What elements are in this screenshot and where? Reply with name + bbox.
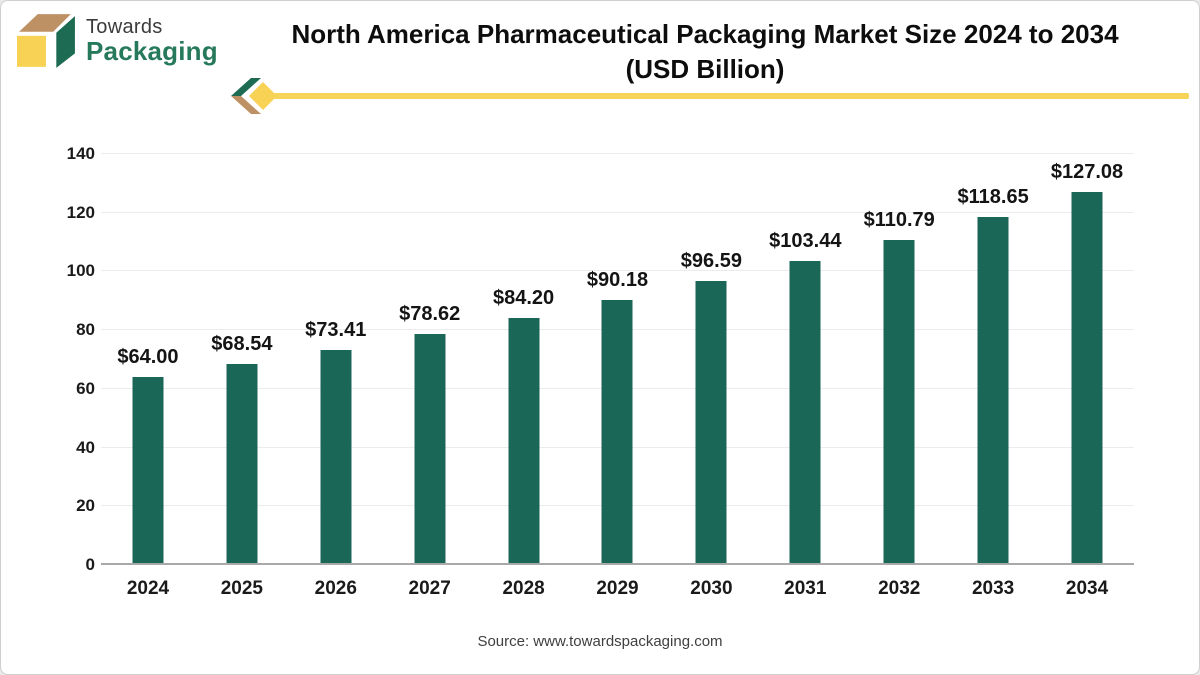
x-axis-label-2030: 2030 xyxy=(690,578,733,599)
y-axis-tick-80: 80 xyxy=(76,320,95,340)
bar-slot-2027: $78.62 xyxy=(383,154,477,565)
gridline-140 xyxy=(101,153,1134,154)
bar-2025 xyxy=(226,363,258,565)
bar-2026 xyxy=(320,349,352,565)
y-axis-tick-120: 120 xyxy=(66,202,95,222)
logo-wordmark: Towards Packaging xyxy=(86,15,218,66)
y-axis-tick-40: 40 xyxy=(76,437,95,457)
bar-chart-plot-area: $64.00 $68.54 $73.41 $78.62 $84.20 $90.18 $96.… xyxy=(101,153,1134,565)
bar-slot-2031: $103.44 xyxy=(758,154,852,565)
logo-text-packaging: Packaging xyxy=(86,35,218,66)
bar-2031 xyxy=(789,261,821,565)
bar-value-label-2030: $96.59 xyxy=(680,250,742,273)
bar-slot-2026: $73.41 xyxy=(289,154,383,565)
bar-value-label-2025: $68.54 xyxy=(211,332,273,355)
bar-2033 xyxy=(977,216,1009,565)
bar-value-label-2026: $73.41 xyxy=(305,318,367,341)
bar-2028 xyxy=(508,317,540,565)
x-axis-label-2032: 2032 xyxy=(878,578,921,599)
bar-2032 xyxy=(883,239,915,565)
y-axis-tick-60: 60 xyxy=(76,378,95,398)
y-axis-tick-20: 20 xyxy=(76,496,95,516)
x-axis-label-2034: 2034 xyxy=(1065,578,1109,599)
bar-value-label-2028: $84.20 xyxy=(492,286,555,309)
bar-2030 xyxy=(695,281,727,565)
gridline-0 xyxy=(101,563,1134,565)
bar-slot-2034: $127.08 xyxy=(1040,154,1134,565)
x-axis-label-2031: 2031 xyxy=(784,578,827,599)
bar-2027 xyxy=(414,334,446,565)
bar-2024 xyxy=(132,377,164,565)
bar-2029 xyxy=(601,300,633,565)
x-axis-label-2024: 2024 xyxy=(126,578,170,599)
y-axis-tick-0: 0 xyxy=(85,555,95,574)
x-axis-label-2028: 2028 xyxy=(502,578,545,599)
bar-slot-2033: $118.65 xyxy=(946,154,1040,565)
gridline-100 xyxy=(101,270,1134,272)
x-axis-label-2029: 2029 xyxy=(596,578,639,599)
y-axis-tick-140: 140 xyxy=(66,144,95,163)
bar-value-label-2031: $103.44 xyxy=(769,230,842,253)
x-axis-label-2026: 2026 xyxy=(314,578,357,599)
bar-slot-2030: $96.59 xyxy=(664,154,758,565)
chart-title: North America Pharmaceutical Packaging M… xyxy=(236,17,1174,87)
y-axis: 0 20 40 60 80 100 120 140 xyxy=(49,144,95,574)
divider-chevron-icon xyxy=(231,78,277,114)
bar-slot-2029: $90.18 xyxy=(571,154,665,565)
bar-value-label-2027: $78.62 xyxy=(399,303,461,326)
bar-value-label-2029: $90.18 xyxy=(586,269,649,292)
x-axis-label-2033: 2033 xyxy=(971,578,1015,599)
bar-value-label-2033: $118.65 xyxy=(957,185,1029,208)
logo-text-towards: Towards xyxy=(86,15,163,38)
logo: Towards Packaging xyxy=(17,13,218,69)
chart-title-line2: (USD Billion) xyxy=(625,54,785,85)
bar-series: $64.00 $68.54 $73.41 $78.62 $84.20 $90.18 $96.… xyxy=(101,154,1134,565)
bar-slot-2024: $64.00 xyxy=(101,154,195,565)
bar-value-label-2032: $110.79 xyxy=(863,208,935,231)
x-axis-label-2027: 2027 xyxy=(408,578,451,599)
logo-box-icon xyxy=(17,14,75,68)
x-axis: 2024 2025 2026 2027 2028 2029 2030 2031 2032 2033… xyxy=(101,578,1134,600)
gridline-120 xyxy=(101,211,1134,213)
x-axis-label-2025: 2025 xyxy=(220,578,263,599)
y-axis-tick-100: 100 xyxy=(66,261,95,281)
bar-slot-2032: $110.79 xyxy=(852,154,946,565)
bar-slot-2025: $68.54 xyxy=(195,154,289,565)
bar-2034 xyxy=(1071,191,1103,565)
divider-line xyxy=(273,93,1189,99)
bar-slot-2028: $84.20 xyxy=(477,154,571,565)
bar-value-label-2034: $127.08 xyxy=(1050,160,1124,183)
source-text: Source: www.towardspackaging.com xyxy=(477,633,723,650)
bar-value-label-2024: $64.00 xyxy=(117,346,179,369)
chart-title-line1: North America Pharmaceutical Packaging M… xyxy=(291,19,1119,49)
